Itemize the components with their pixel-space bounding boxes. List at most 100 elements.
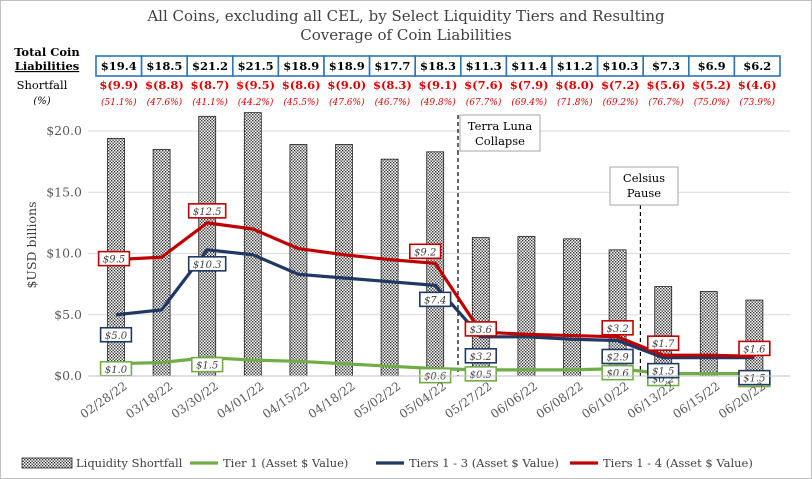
data-label: $2.9: [606, 352, 629, 363]
y-tick-label: $15.0: [46, 184, 82, 199]
shortfall-value: $(8.8): [145, 78, 184, 92]
legend-label: Liquidity Shortfall: [76, 456, 183, 470]
event-label: Celsius: [623, 171, 665, 185]
bar-liquidity-shortfall: [517, 235, 536, 377]
event-label: Pause: [627, 186, 661, 200]
shortfall-value: $(9.5): [236, 78, 275, 92]
shortfall-unit: (%): [33, 96, 50, 107]
data-label: $1.5: [652, 367, 674, 378]
shortfall-pct: (71.8%): [557, 97, 593, 108]
liability-cell: [733, 55, 781, 77]
bar-liquidity-shortfall: [563, 238, 581, 377]
data-label: $3.6: [470, 325, 493, 336]
shortfall-value: $(9.1): [419, 78, 458, 92]
shortfall-pct: (46.7%): [375, 97, 411, 108]
liability-value: $21.5: [238, 59, 274, 73]
legend-label: Tiers 1 - 4 (Asset $ Value): [603, 456, 753, 470]
x-tick-label: 04/01/22: [214, 379, 266, 421]
chart-title-line: Coverage of Coin Liabilities: [300, 26, 511, 44]
legend-label: Tier 1 (Asset $ Value): [223, 456, 348, 470]
x-tick-label: 06/06/22: [488, 379, 540, 421]
liability-value: $11.3: [466, 59, 502, 73]
shortfall-value: $(7.6): [464, 78, 503, 92]
liability-value: $17.7: [374, 59, 410, 73]
shortfall-value: $(9.9): [99, 78, 138, 92]
data-label-box: [464, 366, 497, 382]
data-label-box: [601, 348, 634, 365]
data-label-box: [408, 243, 442, 260]
shortfall-pct: (41.1%): [192, 97, 228, 108]
shortfall-pct: (44.2%): [238, 97, 274, 108]
data-label: $7.4: [424, 295, 446, 306]
y-axis-label: $USD billions: [24, 201, 39, 288]
liability-value: $7.3: [652, 59, 680, 73]
y-tick-label: $0.0: [54, 368, 82, 383]
legend-label: Tiers 1 - 3 (Asset $ Value): [409, 456, 559, 470]
x-tick-label: 04/15/22: [260, 379, 312, 421]
x-tick-label: 05/27/22: [442, 379, 494, 421]
shortfall-value: $(9.0): [327, 78, 366, 92]
data-label: $5.0: [105, 331, 128, 342]
x-tick-label: 06/10/22: [579, 379, 631, 421]
shortfall-value: $(7.2): [601, 78, 640, 92]
data-label: $0.6: [424, 372, 447, 383]
shortfall-pct: (45.5%): [283, 97, 319, 108]
data-label-box: [646, 335, 680, 351]
data-label: $1.6: [743, 344, 766, 355]
x-tick-label: 03/18/22: [123, 379, 175, 421]
data-label: $9.5: [103, 255, 125, 266]
shortfall-value: $(5.6): [647, 78, 686, 92]
data-label: $0.6: [606, 369, 629, 380]
shortfall-value: $(8.6): [282, 78, 321, 92]
y-tick-label: $10.0: [46, 246, 82, 261]
shortfall-pct: (69.2%): [603, 97, 639, 108]
shortfall-pct: (47.6%): [329, 97, 365, 108]
data-label-box: [464, 321, 497, 337]
event-box: [459, 114, 541, 152]
data-label-box: [738, 340, 771, 357]
data-label-box: [99, 326, 133, 343]
shortfall-value: $(7.9): [510, 78, 549, 92]
liability-value: $18.9: [283, 59, 319, 73]
liability-value: $11.2: [557, 59, 593, 73]
data-label-box: [418, 291, 452, 308]
data-label: $12.5: [193, 207, 222, 218]
bar-liquidity-shortfall: [198, 115, 217, 377]
liabilities-label-line2: Liabilities: [15, 59, 80, 73]
liability-value: $6.9: [698, 59, 726, 73]
bar-liquidity-shortfall: [335, 144, 353, 377]
data-label-box: [97, 250, 131, 267]
bar-liquidity-shortfall: [380, 158, 399, 377]
data-label: $3.2: [470, 352, 492, 363]
liability-value: $10.3: [602, 59, 638, 73]
liability-value: $21.2: [192, 59, 228, 73]
data-label: $1.0: [105, 365, 128, 376]
liability-value: $11.4: [511, 59, 547, 73]
chart-title-line: All Coins, excluding all CEL, by Select …: [146, 7, 665, 25]
data-label-box: [646, 362, 680, 379]
data-label-box: [738, 369, 771, 386]
x-tick-label: 03/30/22: [169, 379, 221, 421]
liability-value: $6.2: [743, 59, 771, 73]
data-label-box: [191, 356, 224, 373]
liability-value: $19.4: [101, 59, 137, 73]
shortfall-pct: (76.7%): [648, 97, 684, 108]
event-box: [609, 166, 679, 206]
data-label-box: [187, 256, 227, 272]
x-tick-label: 05/02/22: [351, 379, 403, 421]
x-tick-label: 05/04/22: [397, 379, 449, 421]
bar-liquidity-shortfall: [654, 286, 673, 377]
liability-value: $18.9: [329, 59, 365, 73]
shortfall-pct: (47.6%): [147, 97, 183, 108]
y-tick-label: $20.0: [46, 123, 82, 138]
series-line: [115, 248, 755, 360]
y-tick-label: $5.0: [54, 307, 82, 322]
shortfall-pct: (69.4%): [511, 97, 547, 108]
data-label-box: [464, 347, 497, 364]
data-label: $1.5: [196, 361, 218, 372]
bar-liquidity-shortfall: [243, 112, 262, 377]
data-label: $1.5: [743, 374, 765, 385]
x-tick-label: 06/08/22: [534, 379, 586, 421]
liability-value: $18.5: [146, 59, 182, 73]
